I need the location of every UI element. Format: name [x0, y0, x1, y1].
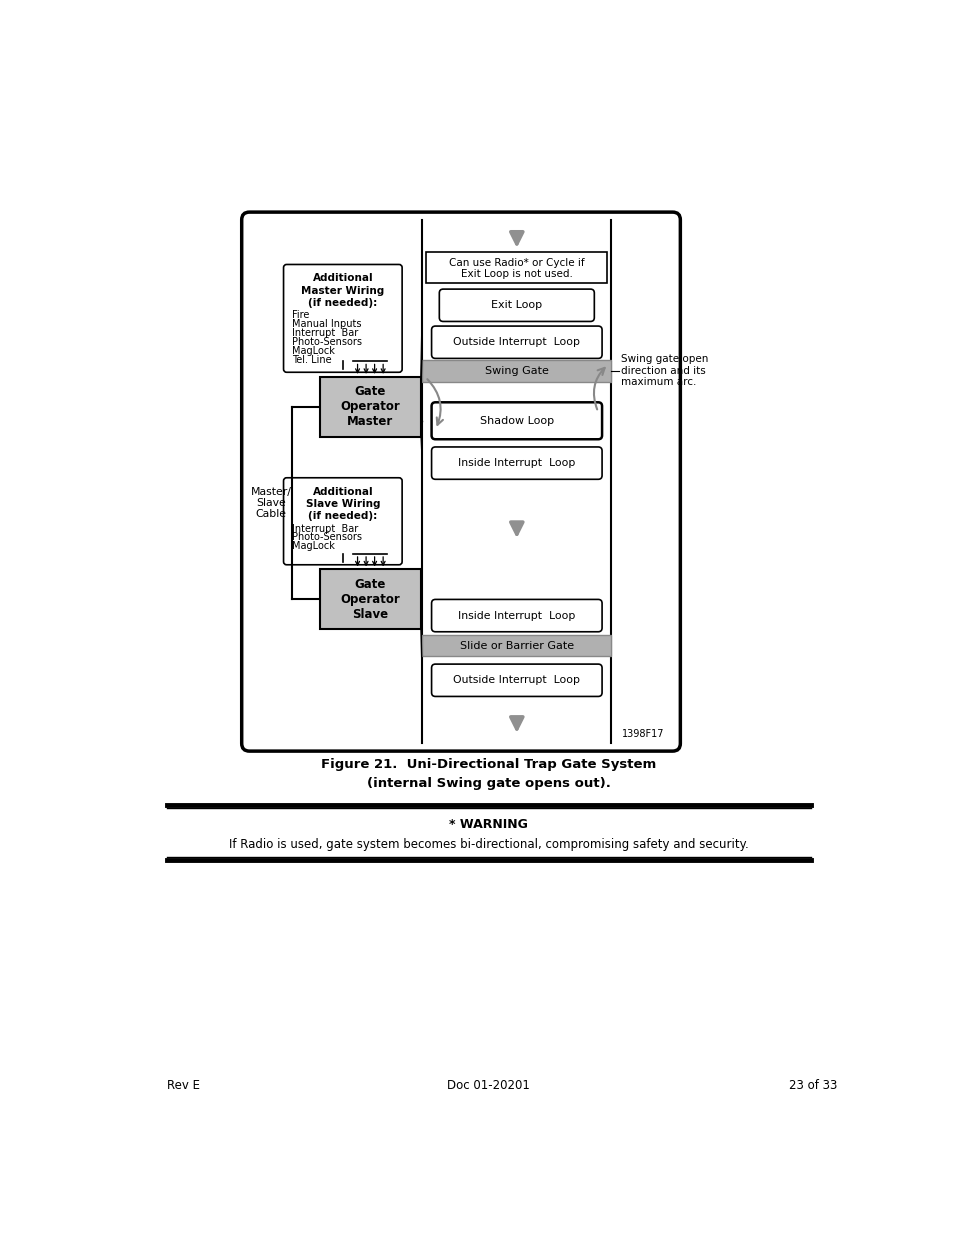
Text: maximum arc.: maximum arc.	[620, 377, 696, 388]
FancyBboxPatch shape	[431, 664, 601, 697]
Text: Gate: Gate	[355, 578, 386, 590]
Text: (if needed):: (if needed):	[308, 511, 377, 521]
Text: Shadow Loop: Shadow Loop	[479, 416, 554, 426]
Text: Additional: Additional	[313, 273, 373, 283]
Text: Exit Loop: Exit Loop	[491, 300, 542, 310]
Text: Slide or Barrier Gate: Slide or Barrier Gate	[459, 641, 574, 651]
Text: Additional: Additional	[313, 487, 373, 496]
Text: Gate: Gate	[355, 385, 386, 399]
Text: Slave Wiring: Slave Wiring	[305, 499, 379, 509]
Text: Doc 01-20201: Doc 01-20201	[447, 1079, 530, 1092]
Text: Fire: Fire	[292, 310, 309, 320]
Bar	[422, 359, 611, 382]
Text: Interrupt  Bar: Interrupt Bar	[292, 329, 358, 338]
Text: (internal Swing gate opens out).: (internal Swing gate opens out).	[367, 777, 610, 790]
Text: Rev E: Rev E	[167, 1079, 200, 1092]
FancyBboxPatch shape	[431, 326, 601, 358]
Text: Interrupt  Bar: Interrupt Bar	[292, 524, 358, 534]
Text: If Radio is used, gate system becomes bi-directional, compromising safety and se: If Radio is used, gate system becomes bi…	[229, 839, 748, 851]
Text: MagLock: MagLock	[292, 346, 335, 356]
Text: Master/: Master/	[251, 488, 292, 498]
Text: 1398F17: 1398F17	[621, 729, 664, 740]
Text: Cable: Cable	[255, 509, 286, 519]
Text: Swing Gate: Swing Gate	[484, 366, 548, 375]
Text: Exit Loop is not used.: Exit Loop is not used.	[460, 269, 572, 279]
Bar	[426, 252, 607, 283]
Text: Photo-Sensors: Photo-Sensors	[292, 532, 362, 542]
FancyBboxPatch shape	[431, 447, 601, 479]
FancyBboxPatch shape	[241, 212, 679, 751]
Text: Operator: Operator	[340, 593, 400, 606]
Text: Swing gate open: Swing gate open	[620, 354, 707, 364]
Text: 23 of 33: 23 of 33	[788, 1079, 836, 1092]
Text: direction and its: direction and its	[620, 366, 704, 375]
Text: (if needed):: (if needed):	[308, 298, 377, 308]
Text: Master Wiring: Master Wiring	[301, 285, 384, 295]
Text: Inside Interrupt  Loop: Inside Interrupt Loop	[457, 458, 575, 468]
FancyBboxPatch shape	[283, 264, 402, 372]
Text: Can use Radio* or Cycle if: Can use Radio* or Cycle if	[449, 258, 584, 268]
Text: Photo-Sensors: Photo-Sensors	[292, 337, 362, 347]
Text: Slave: Slave	[256, 498, 286, 508]
FancyBboxPatch shape	[439, 289, 594, 321]
Text: Outside Interrupt  Loop: Outside Interrupt Loop	[453, 676, 579, 685]
Text: Tel. Line: Tel. Line	[292, 354, 332, 364]
Text: Slave: Slave	[352, 608, 388, 621]
Text: Inside Interrupt  Loop: Inside Interrupt Loop	[457, 610, 575, 621]
FancyBboxPatch shape	[431, 599, 601, 632]
Text: Operator: Operator	[340, 400, 400, 414]
Text: * WARNING: * WARNING	[449, 818, 528, 831]
Text: MagLock: MagLock	[292, 541, 335, 551]
Bar	[422, 635, 611, 656]
FancyBboxPatch shape	[283, 478, 402, 564]
Bar	[319, 569, 420, 630]
Text: Figure 21.  Uni-Directional Trap Gate System: Figure 21. Uni-Directional Trap Gate Sys…	[321, 758, 656, 772]
Text: Master: Master	[347, 415, 393, 429]
Text: Manual Inputs: Manual Inputs	[292, 319, 361, 330]
Bar	[319, 377, 420, 437]
Text: Outside Interrupt  Loop: Outside Interrupt Loop	[453, 337, 579, 347]
FancyBboxPatch shape	[431, 403, 601, 440]
